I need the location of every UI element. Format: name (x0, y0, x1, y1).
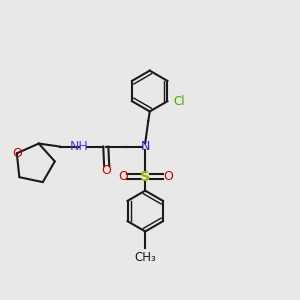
Text: NH: NH (70, 140, 88, 153)
Text: N: N (141, 140, 150, 153)
Text: CH₃: CH₃ (134, 251, 156, 264)
Text: Cl: Cl (173, 95, 185, 108)
Text: O: O (163, 170, 173, 183)
Text: O: O (118, 170, 128, 183)
Text: O: O (102, 164, 112, 177)
Text: S: S (140, 169, 150, 184)
Text: O: O (12, 147, 22, 160)
